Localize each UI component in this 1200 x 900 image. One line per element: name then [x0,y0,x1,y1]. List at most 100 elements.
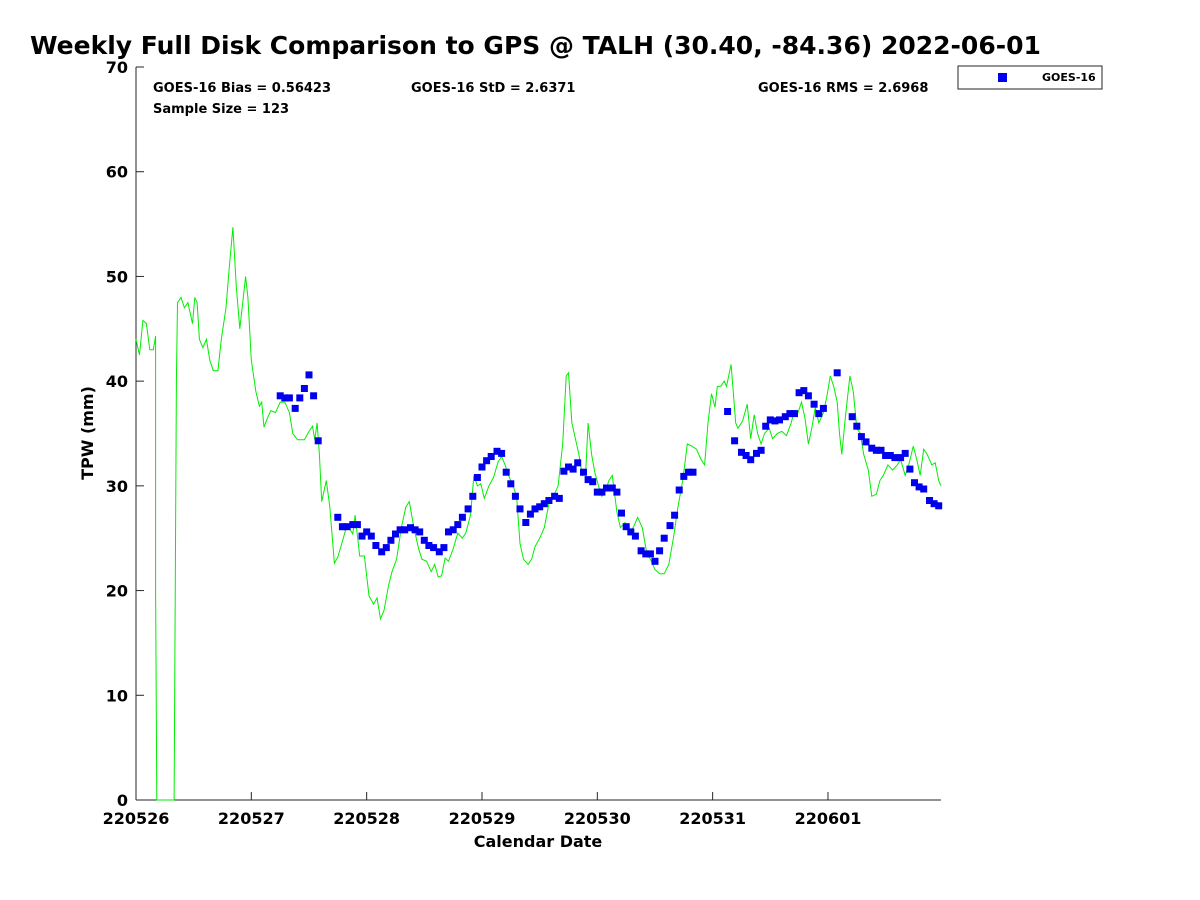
goes16-data-point [560,467,568,475]
goes16-data-point [915,483,923,491]
goes16-data-point [473,474,481,481]
goes16-data-point [646,550,654,558]
y-tick-label: 40 [106,372,128,391]
goes16-data-point [416,528,424,536]
goes16-data-point [800,387,808,395]
chart-title: Weekly Full Disk Comparison to GPS @ TAL… [30,31,1041,60]
goes16-data-point [738,448,745,456]
goes16-data-point [349,521,357,529]
gps-series-line [135,227,942,801]
goes16-data-point [862,438,870,446]
y-tick-label: 50 [106,267,128,286]
goes16-data-point [776,416,783,424]
goes16-data-point [487,453,495,460]
goes16-data-point [358,532,366,540]
goes16-data-point [367,532,375,540]
goes16-data-point [401,526,409,534]
goes16-data-point [526,510,534,518]
goes16-data-point [435,548,443,556]
goes16-data-point [425,542,433,549]
goes16-data-point [810,400,818,408]
goes16-data-point [300,385,308,392]
goes16-data-point [511,492,519,500]
goes16-data-point [522,519,530,526]
goes16-data-point [387,536,395,544]
goes16-data-point [445,528,452,536]
goes16-data-point [724,408,732,415]
x-tick-label: 220601 [795,809,862,828]
goes16-data-point [848,413,856,421]
goes16-data-point [411,526,419,534]
goes16-data-point [675,486,683,494]
goes16-data-point [651,557,659,565]
plot-frame [135,67,941,801]
goes16-data-point [478,463,486,471]
goes16-data-point [593,488,601,496]
goes16-data-point [613,488,621,496]
legend-box [957,65,1103,90]
goes16-data-point [689,468,697,476]
y-tick-label: 0 [117,791,128,810]
goes16-data-point [407,524,414,532]
goes16-data-point [378,548,386,556]
goes16-data-point [886,452,894,459]
goes16-data-point [584,476,592,484]
goes16-data-point [343,523,351,531]
goes16-data-point [819,404,827,412]
goes16-data-point [935,502,943,510]
goes16-data-point [531,505,539,513]
goes16-data-point [545,497,553,504]
gps-series [135,227,942,801]
goes16-data-point [684,468,692,476]
x-tick-label: 220531 [679,809,746,828]
goes16-data-point [786,410,794,418]
goes16-data-point [608,484,616,492]
goes16-data-point [603,484,610,492]
goes16-data-point [396,526,404,534]
goes16-data-point [911,479,918,487]
goes16-data-point [853,422,861,430]
goes16-data-point [353,521,361,529]
goes16-data-point [791,410,798,418]
legend: GOES-16 [957,65,1103,90]
x-tick-label: 220530 [564,809,631,828]
goes16-data-point [458,513,466,521]
x-tick-label: 220526 [103,809,170,828]
goes16-data-point [516,505,524,513]
goes16-data-point [598,488,606,496]
y-axis-label: TPW (mm) [78,386,97,480]
goes16-data-point [891,454,899,462]
goes16-data-point [627,528,635,536]
goes16-data-point [589,478,597,486]
goes16-data-point [631,532,639,540]
goes16-data-point [771,417,779,425]
x-axis-label: Calendar Date [474,832,603,851]
goes16-data-point [281,394,289,402]
goes16-data-point [877,446,885,454]
goes16-data-point [372,542,380,549]
x-tick-label: 220527 [218,809,285,828]
goes16-data-point [637,547,645,555]
goes16-data-point [731,437,739,445]
goes16-data-point [574,459,582,467]
goes16-data-point [747,456,755,464]
goes16-data-point [569,465,577,473]
goes16-data-point [338,523,346,531]
goes16-data-point [857,433,865,441]
y-tick-label: 30 [106,477,128,496]
goes16-data-point [868,444,876,452]
std-stat: GOES-16 StD = 2.6371 [411,81,575,96]
goes16-data-point [660,534,668,542]
y-tick-label: 20 [106,582,128,601]
goes16-data-point [757,446,765,454]
goes16-data-point [363,528,371,536]
x-ticks: 220526 220527 220528 220529 220530 220531 2206… [103,792,862,828]
goes16-data-point [897,454,905,462]
goes16-data-point [551,492,559,500]
y-tick-label: 60 [106,163,128,182]
goes16-data-point [449,526,457,534]
legend-marker-goes16 [998,73,1007,82]
y-tick-label: 10 [106,686,128,705]
x-tick-label: 220528 [333,809,400,828]
